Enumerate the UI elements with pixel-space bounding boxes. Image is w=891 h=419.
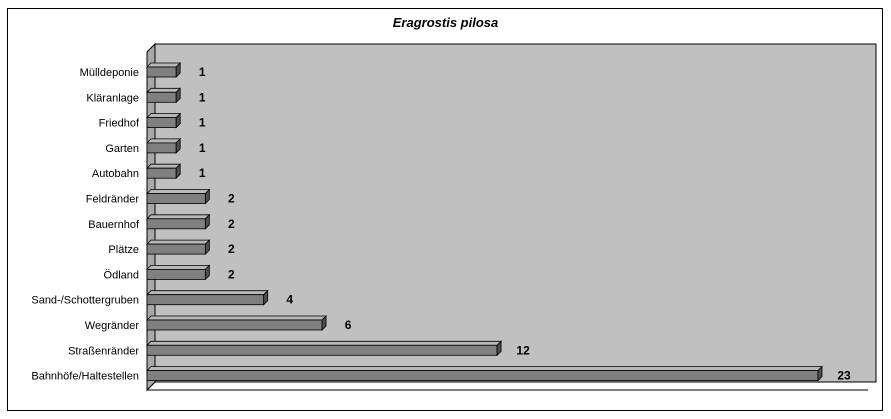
category-label: Garten — [105, 143, 139, 155]
category-label: Plätze — [108, 244, 139, 256]
bar-top — [146, 138, 182, 144]
bar-side — [496, 340, 502, 357]
category-label: Kläranlage — [86, 92, 139, 104]
data-label: 12 — [516, 343, 530, 357]
bar-top — [146, 315, 328, 321]
data-label: 1 — [199, 116, 206, 130]
data-label: 2 — [228, 192, 235, 206]
data-label: 1 — [199, 166, 206, 180]
bar-side — [204, 213, 210, 230]
data-label: 2 — [228, 267, 235, 281]
bar — [146, 268, 206, 280]
bar — [146, 117, 177, 128]
bar-side — [263, 289, 269, 306]
data-label: 1 — [199, 90, 206, 104]
category-label: Straßenränder — [68, 345, 139, 357]
bar-top — [146, 113, 182, 118]
bar — [146, 142, 177, 154]
bar-side — [204, 239, 210, 256]
category-label: Wegränder — [85, 320, 140, 332]
bar — [146, 167, 177, 179]
bar — [146, 294, 265, 306]
data-label: 1 — [199, 65, 206, 79]
category-label: Friedhof — [99, 118, 140, 130]
category-label: Bahnhöfe/Haltestellen — [31, 371, 139, 383]
data-label: 6 — [345, 318, 352, 332]
bar — [146, 91, 177, 103]
bar-side — [175, 163, 181, 180]
bar-side — [817, 365, 823, 382]
bar-top — [146, 87, 182, 93]
category-label: Autobahn — [92, 168, 139, 180]
bar-side — [204, 188, 210, 205]
category-label: Mülldeponie — [80, 67, 139, 79]
bar — [146, 344, 498, 356]
bar — [146, 319, 323, 331]
data-label: 1 — [199, 141, 206, 155]
category-label: Bauernhof — [88, 219, 140, 231]
bar-side — [175, 87, 181, 104]
category-label: Sand-/Schottergruben — [31, 295, 139, 307]
bar — [146, 66, 177, 78]
bar — [146, 243, 206, 255]
bar-top — [146, 163, 182, 169]
data-label: 2 — [228, 217, 235, 231]
bar — [146, 218, 206, 230]
category-label: Feldränder — [86, 194, 140, 206]
bar-top — [146, 189, 211, 194]
bar — [146, 370, 819, 382]
bar-top — [146, 239, 211, 245]
bar-side — [175, 137, 181, 154]
bar-top — [146, 214, 211, 220]
plot-back-wall — [146, 43, 877, 392]
chart-title: Eragrostis pilosa — [392, 15, 499, 30]
bar-top — [146, 340, 503, 346]
data-label: 2 — [228, 242, 235, 256]
bar-side — [321, 315, 327, 331]
data-label: 23 — [837, 369, 851, 383]
bar-top — [146, 290, 269, 296]
data-label: 4 — [286, 293, 293, 307]
bar-top — [146, 264, 211, 270]
bar-side — [204, 264, 210, 281]
category-label: Ödland — [104, 269, 139, 281]
bar-top — [146, 366, 823, 372]
bar-side — [175, 112, 181, 129]
bar-top — [146, 62, 182, 68]
bar — [146, 193, 206, 204]
bar-side — [175, 62, 181, 78]
